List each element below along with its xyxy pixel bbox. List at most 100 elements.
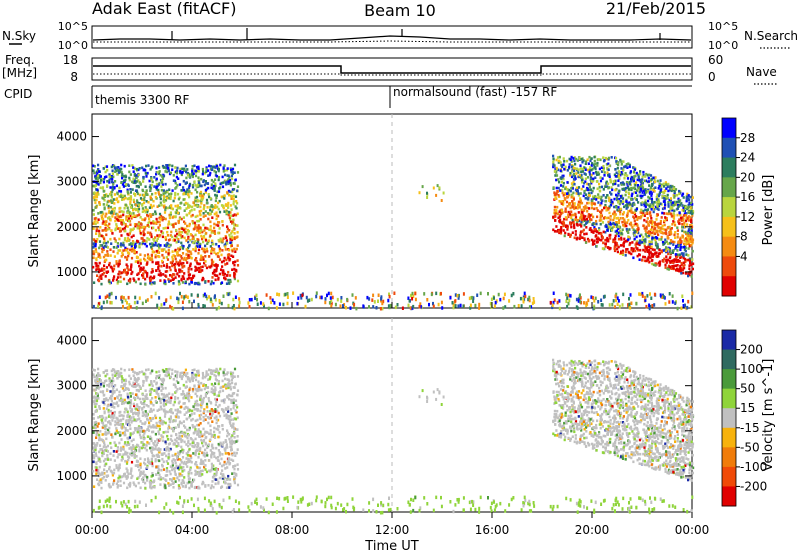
echo-cell [662,212,666,215]
echo-cell [621,251,624,254]
echo-cell [220,195,223,199]
echo-cell [618,219,621,222]
echo-cell [662,227,665,231]
echo-cell [98,279,101,283]
echo-cell [124,223,127,226]
echo-cell [132,181,135,184]
echo-cell [178,227,181,231]
echo-cell [556,230,559,233]
echo-cell [637,187,641,191]
echo-cell [126,271,129,275]
echo-cell [623,224,626,228]
echo-cell [373,300,376,304]
echo-cell [205,198,209,202]
echo-cell [139,267,142,271]
echo-cell [125,218,128,221]
echo-cell [577,299,580,303]
echo-cell [668,247,671,250]
echo-cell [166,206,169,210]
echo-cell [682,217,685,220]
echo-cell [680,240,683,243]
echo-cell [554,197,557,200]
echo-cell [637,186,640,190]
echo-cell [479,291,482,296]
echo-cell [228,233,231,237]
echo-cell [184,294,187,299]
echo-cell [605,223,608,227]
echo-cell [150,256,153,260]
echo-cell [177,197,180,201]
echo-cell [231,177,234,181]
echo-cell [630,223,633,227]
echo-cell [136,201,139,204]
echo-cell [555,174,559,177]
echo-cell [565,218,568,221]
echo-cell [598,227,601,230]
echo-cell [635,222,639,226]
echo-cell [435,193,438,197]
echo-cell [150,295,153,299]
echo-cell [115,260,118,263]
echo-cell [95,264,98,268]
echo-cell [120,234,123,237]
echo-cell [163,211,167,214]
echo-cell [553,191,556,194]
echo-cell [194,233,197,237]
echo-cell [532,297,535,301]
echo-cell [137,203,141,207]
echo-cell [306,299,309,303]
echo-cell [169,417,172,420]
echo-cell [510,293,513,298]
echo-cell [596,241,599,244]
echo-cell [578,296,581,301]
echo-cell [581,176,584,179]
echo-cell [120,255,123,258]
echo-cell [119,218,122,222]
echo-cell [107,227,110,231]
echo-cell [238,300,241,305]
echo-cell [210,186,213,190]
echo-cell [135,306,138,310]
echo-cell [154,228,157,232]
echo-cell [93,217,96,220]
echo-cell [109,248,112,251]
echo-cell [569,294,572,298]
echo-cell [662,243,665,246]
echo-cell [187,270,190,274]
echo-cell [223,414,226,417]
echo-cell [644,250,647,253]
echo-cell [687,236,690,240]
echo-cell [567,213,570,217]
echo-cell [666,226,669,230]
echo-cell [676,207,679,210]
echo-cell [113,193,116,196]
echo-cell [660,249,663,253]
echo-cell [668,259,671,263]
echo-cell [615,292,618,297]
echo-cell [157,191,160,194]
echo-cell [167,396,171,400]
echo-cell [160,185,163,188]
echo-cell [478,306,481,310]
echo-cell [683,242,686,246]
echo-cell [230,401,233,404]
echo-cell [134,242,137,246]
echo-cell [683,248,686,251]
echo-cell [118,189,121,193]
echo-cell [176,232,179,236]
echo-cell [107,415,111,418]
echo-cell [153,176,156,179]
echo-cell [414,291,417,296]
echo-cell [201,167,204,171]
echo-cell [127,295,130,300]
echo-cell [170,223,173,226]
echo-cell [197,238,200,242]
echo-cell [625,186,628,190]
echo-cell [235,206,238,210]
echo-cell [630,209,633,213]
echo-cell [104,170,107,174]
echo-cell [191,205,194,209]
echo-cell [188,182,192,186]
echo-cell [164,238,168,241]
echo-cell [233,182,236,185]
